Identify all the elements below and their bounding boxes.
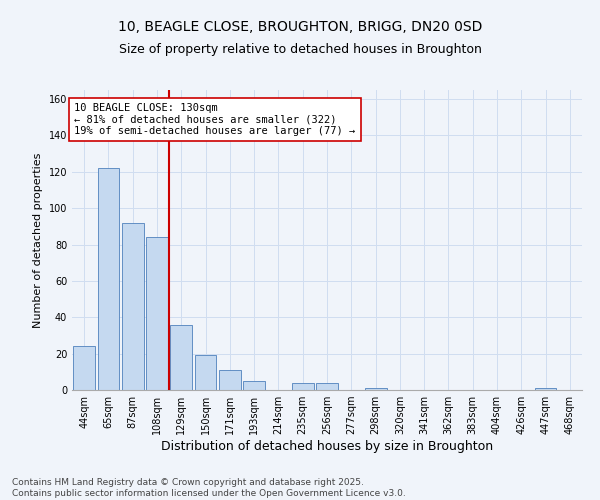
Bar — [194, 356, 217, 390]
Text: Contains HM Land Registry data © Crown copyright and database right 2025.
Contai: Contains HM Land Registry data © Crown c… — [12, 478, 406, 498]
Y-axis label: Number of detached properties: Number of detached properties — [33, 152, 43, 328]
Bar — [122, 222, 143, 390]
Bar — [170, 324, 192, 390]
Bar — [146, 238, 168, 390]
Bar — [219, 370, 241, 390]
Bar — [243, 381, 265, 390]
Text: 10, BEAGLE CLOSE, BROUGHTON, BRIGG, DN20 0SD: 10, BEAGLE CLOSE, BROUGHTON, BRIGG, DN20… — [118, 20, 482, 34]
Bar — [292, 382, 314, 390]
Bar — [365, 388, 386, 390]
X-axis label: Distribution of detached houses by size in Broughton: Distribution of detached houses by size … — [161, 440, 493, 453]
Bar — [316, 382, 338, 390]
Bar — [97, 168, 119, 390]
Bar — [73, 346, 95, 390]
Text: Size of property relative to detached houses in Broughton: Size of property relative to detached ho… — [119, 42, 481, 56]
Bar — [535, 388, 556, 390]
Text: 10 BEAGLE CLOSE: 130sqm
← 81% of detached houses are smaller (322)
19% of semi-d: 10 BEAGLE CLOSE: 130sqm ← 81% of detache… — [74, 102, 356, 136]
